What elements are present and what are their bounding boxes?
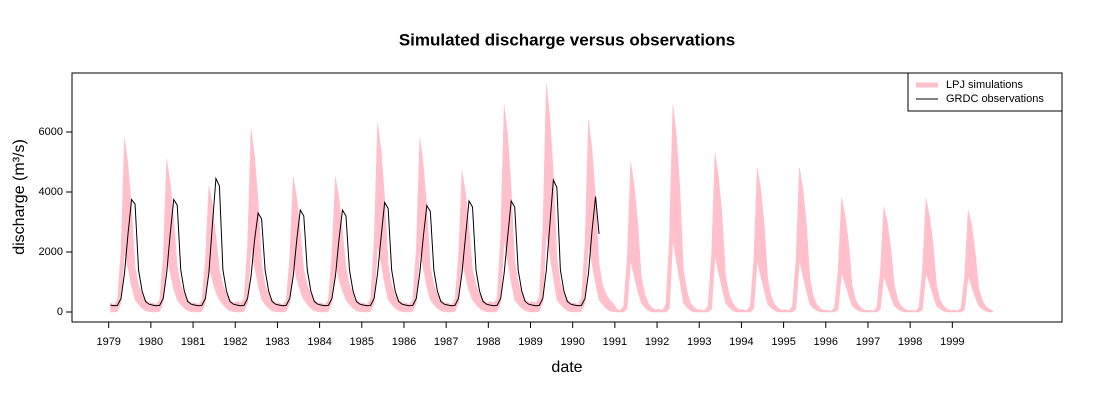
x-tick-label: 1981	[181, 336, 205, 348]
legend-box	[907, 72, 1063, 112]
x-tick-label: 1983	[265, 336, 289, 348]
legend: LPJ simulations GRDC observations	[907, 72, 1063, 112]
x-tick-label: 1988	[476, 336, 500, 348]
plot-frame	[71, 72, 1063, 323]
x-tick-label: 1996	[814, 336, 838, 348]
x-tick-label: 1979	[96, 336, 120, 348]
legend-label: GRDC observations	[946, 93, 1044, 105]
x-tick-label: 1992	[645, 336, 669, 348]
y-axis-title: discharge (m³/s)	[11, 139, 28, 255]
x-tick-label: 1984	[307, 336, 331, 348]
x-tick-label: 1997	[856, 336, 880, 348]
chart-title: Simulated discharge versus observations	[399, 30, 735, 49]
x-tick-label: 1980	[139, 336, 163, 348]
legend-label: LPJ simulations	[946, 79, 1024, 91]
x-tick-label: 1985	[350, 336, 374, 348]
y-tick-label: 2000	[39, 246, 63, 258]
x-tick-label: 1990	[560, 336, 584, 348]
y-tick-label: 0	[57, 306, 63, 318]
x-tick-label: 1982	[223, 336, 247, 348]
x-tick-label: 1987	[434, 336, 458, 348]
y-tick-label: 4000	[39, 186, 63, 198]
x-axis-title: date	[551, 359, 582, 376]
y-tick-label: 6000	[39, 126, 63, 138]
x-tick-label: 1998	[898, 336, 922, 348]
x-tick-label: 1993	[687, 336, 711, 348]
x-tick-label: 1991	[603, 336, 627, 348]
observation-line	[110, 176, 600, 307]
x-tick-label: 1989	[518, 336, 542, 348]
plot-area	[110, 83, 993, 313]
x-tick-label: 1995	[771, 336, 795, 348]
x-tick-label: 1986	[392, 336, 416, 348]
x-tick-label: 1999	[940, 336, 964, 348]
x-tick-label: 1994	[729, 336, 753, 348]
